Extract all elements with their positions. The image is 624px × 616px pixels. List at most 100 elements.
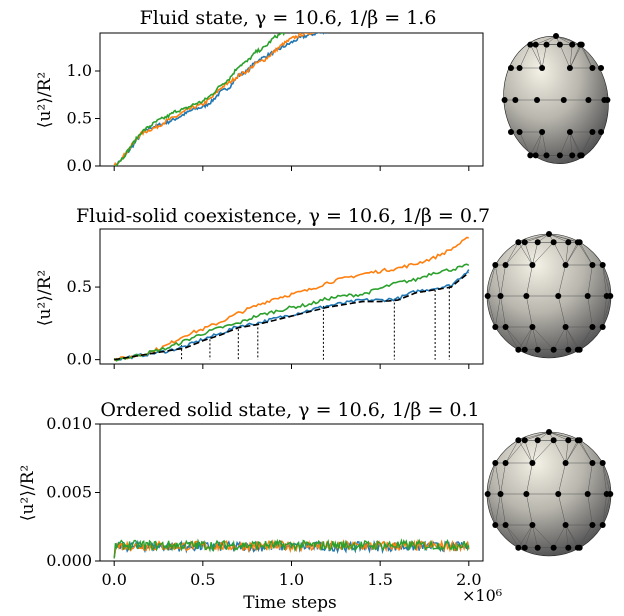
- particle-dot: [562, 262, 569, 268]
- particle-dot: [562, 324, 569, 330]
- y-ticks: 0.0 0.5: [67, 277, 100, 369]
- mesh-edge: [519, 131, 531, 156]
- mesh-edge: [565, 326, 580, 350]
- particle-dot: [502, 324, 509, 330]
- series-line-orange: [113, 33, 320, 166]
- particle-dot: [529, 522, 536, 528]
- particle-dot: [607, 293, 614, 299]
- mesh-edge: [602, 493, 611, 526]
- particle-dot: [502, 460, 509, 466]
- plot-frame: [99, 423, 484, 562]
- ordered-sphere-image: [484, 429, 614, 557]
- particle-dot: [512, 97, 519, 103]
- mesh-edge: [500, 462, 506, 495]
- mesh-edge: [553, 440, 566, 464]
- mesh-edge: [532, 326, 538, 350]
- mesh-edge: [524, 431, 550, 441]
- mesh-edge: [500, 295, 506, 328]
- series-line-green: [113, 263, 470, 362]
- mesh-edge: [548, 431, 569, 441]
- particle-dot: [598, 129, 605, 135]
- mesh-edge: [505, 242, 525, 266]
- mesh-edge: [495, 493, 501, 526]
- particle-dot: [515, 437, 522, 444]
- mesh-edge: [577, 326, 593, 350]
- particle-dot: [527, 152, 534, 159]
- mesh-edge: [541, 131, 547, 156]
- series-line-blue: [113, 33, 328, 166]
- mesh-edge: [535, 35, 557, 45]
- mesh-edge: [518, 242, 533, 266]
- mesh-edge: [530, 44, 543, 69]
- mesh-edge: [518, 440, 533, 464]
- particle-dot: [576, 346, 583, 353]
- particle-dot: [529, 324, 536, 330]
- mesh-edge: [579, 524, 593, 548]
- particle-dot: [599, 460, 606, 466]
- particle-dot: [599, 522, 606, 528]
- plot-frame: [99, 32, 484, 167]
- mesh-edge: [587, 295, 593, 328]
- mesh-edge: [524, 242, 533, 266]
- mesh-edge: [505, 326, 519, 350]
- panel-coexistence: Fluid-solid coexistence, γ = 10.6, 1/β =…: [35, 205, 490, 369]
- particle-dot: [556, 152, 563, 159]
- mesh-edge: [487, 295, 496, 328]
- mesh-edge: [565, 524, 580, 548]
- mesh-edge: [555, 35, 581, 45]
- particle-dot: [507, 129, 514, 135]
- mesh-edge: [505, 440, 519, 464]
- mesh-edge: [487, 264, 496, 297]
- mesh-edge: [553, 326, 566, 350]
- particle-dot: [562, 522, 569, 528]
- particle-dot: [502, 262, 509, 268]
- particle-dot: [589, 65, 596, 71]
- x-tick-label: 1.5: [367, 570, 392, 589]
- particle-dot: [534, 239, 541, 246]
- particle-dot: [556, 41, 563, 48]
- mesh-edge: [565, 524, 569, 548]
- series-line-green: [113, 538, 470, 559]
- mesh-edge: [500, 264, 506, 297]
- y-axis-label: ⟨u²⟩/R²: [35, 72, 55, 128]
- mesh-edge: [548, 431, 580, 441]
- mesh-edge: [532, 440, 554, 464]
- mesh-edge: [518, 524, 533, 548]
- mesh-edge: [532, 242, 554, 266]
- mesh-edge: [524, 440, 533, 464]
- y-tick-label: 0.5: [67, 277, 92, 296]
- mesh-edge: [524, 524, 533, 548]
- mesh-edge: [587, 493, 593, 526]
- particle-dot: [534, 97, 541, 103]
- particle-dot: [501, 97, 508, 103]
- mesh-edge: [565, 326, 579, 350]
- mesh-edge: [553, 524, 566, 548]
- particle-dot: [560, 97, 567, 103]
- particle-dot: [607, 491, 614, 497]
- plot-frame: [99, 228, 484, 365]
- mesh-edge: [558, 493, 566, 526]
- mesh-edge: [558, 462, 566, 495]
- particle-dot: [584, 491, 591, 497]
- mesh-edge: [518, 326, 533, 350]
- dotted-markers: [181, 287, 450, 360]
- particle-dot: [516, 129, 523, 135]
- x-axis-label: Time steps: [243, 593, 337, 613]
- particle-dot: [550, 239, 557, 246]
- mesh-edge: [505, 440, 525, 464]
- particle-dot: [515, 346, 522, 353]
- particle-dot: [562, 460, 569, 466]
- particle-dot: [589, 324, 596, 330]
- mesh-edge: [526, 264, 533, 297]
- mesh-edge: [565, 242, 569, 266]
- mesh-edge: [577, 524, 593, 548]
- x-ticks: [113, 166, 470, 171]
- x-tick-label: 0.5: [190, 570, 215, 589]
- particle-dot: [534, 437, 541, 444]
- particle-dot: [539, 65, 546, 71]
- series-lines: [113, 33, 328, 166]
- particle-dot: [515, 239, 522, 246]
- particle-dot: [539, 129, 546, 135]
- mesh-edge: [487, 493, 496, 526]
- y-ticks: 0.0 0.5 1.0: [67, 61, 100, 175]
